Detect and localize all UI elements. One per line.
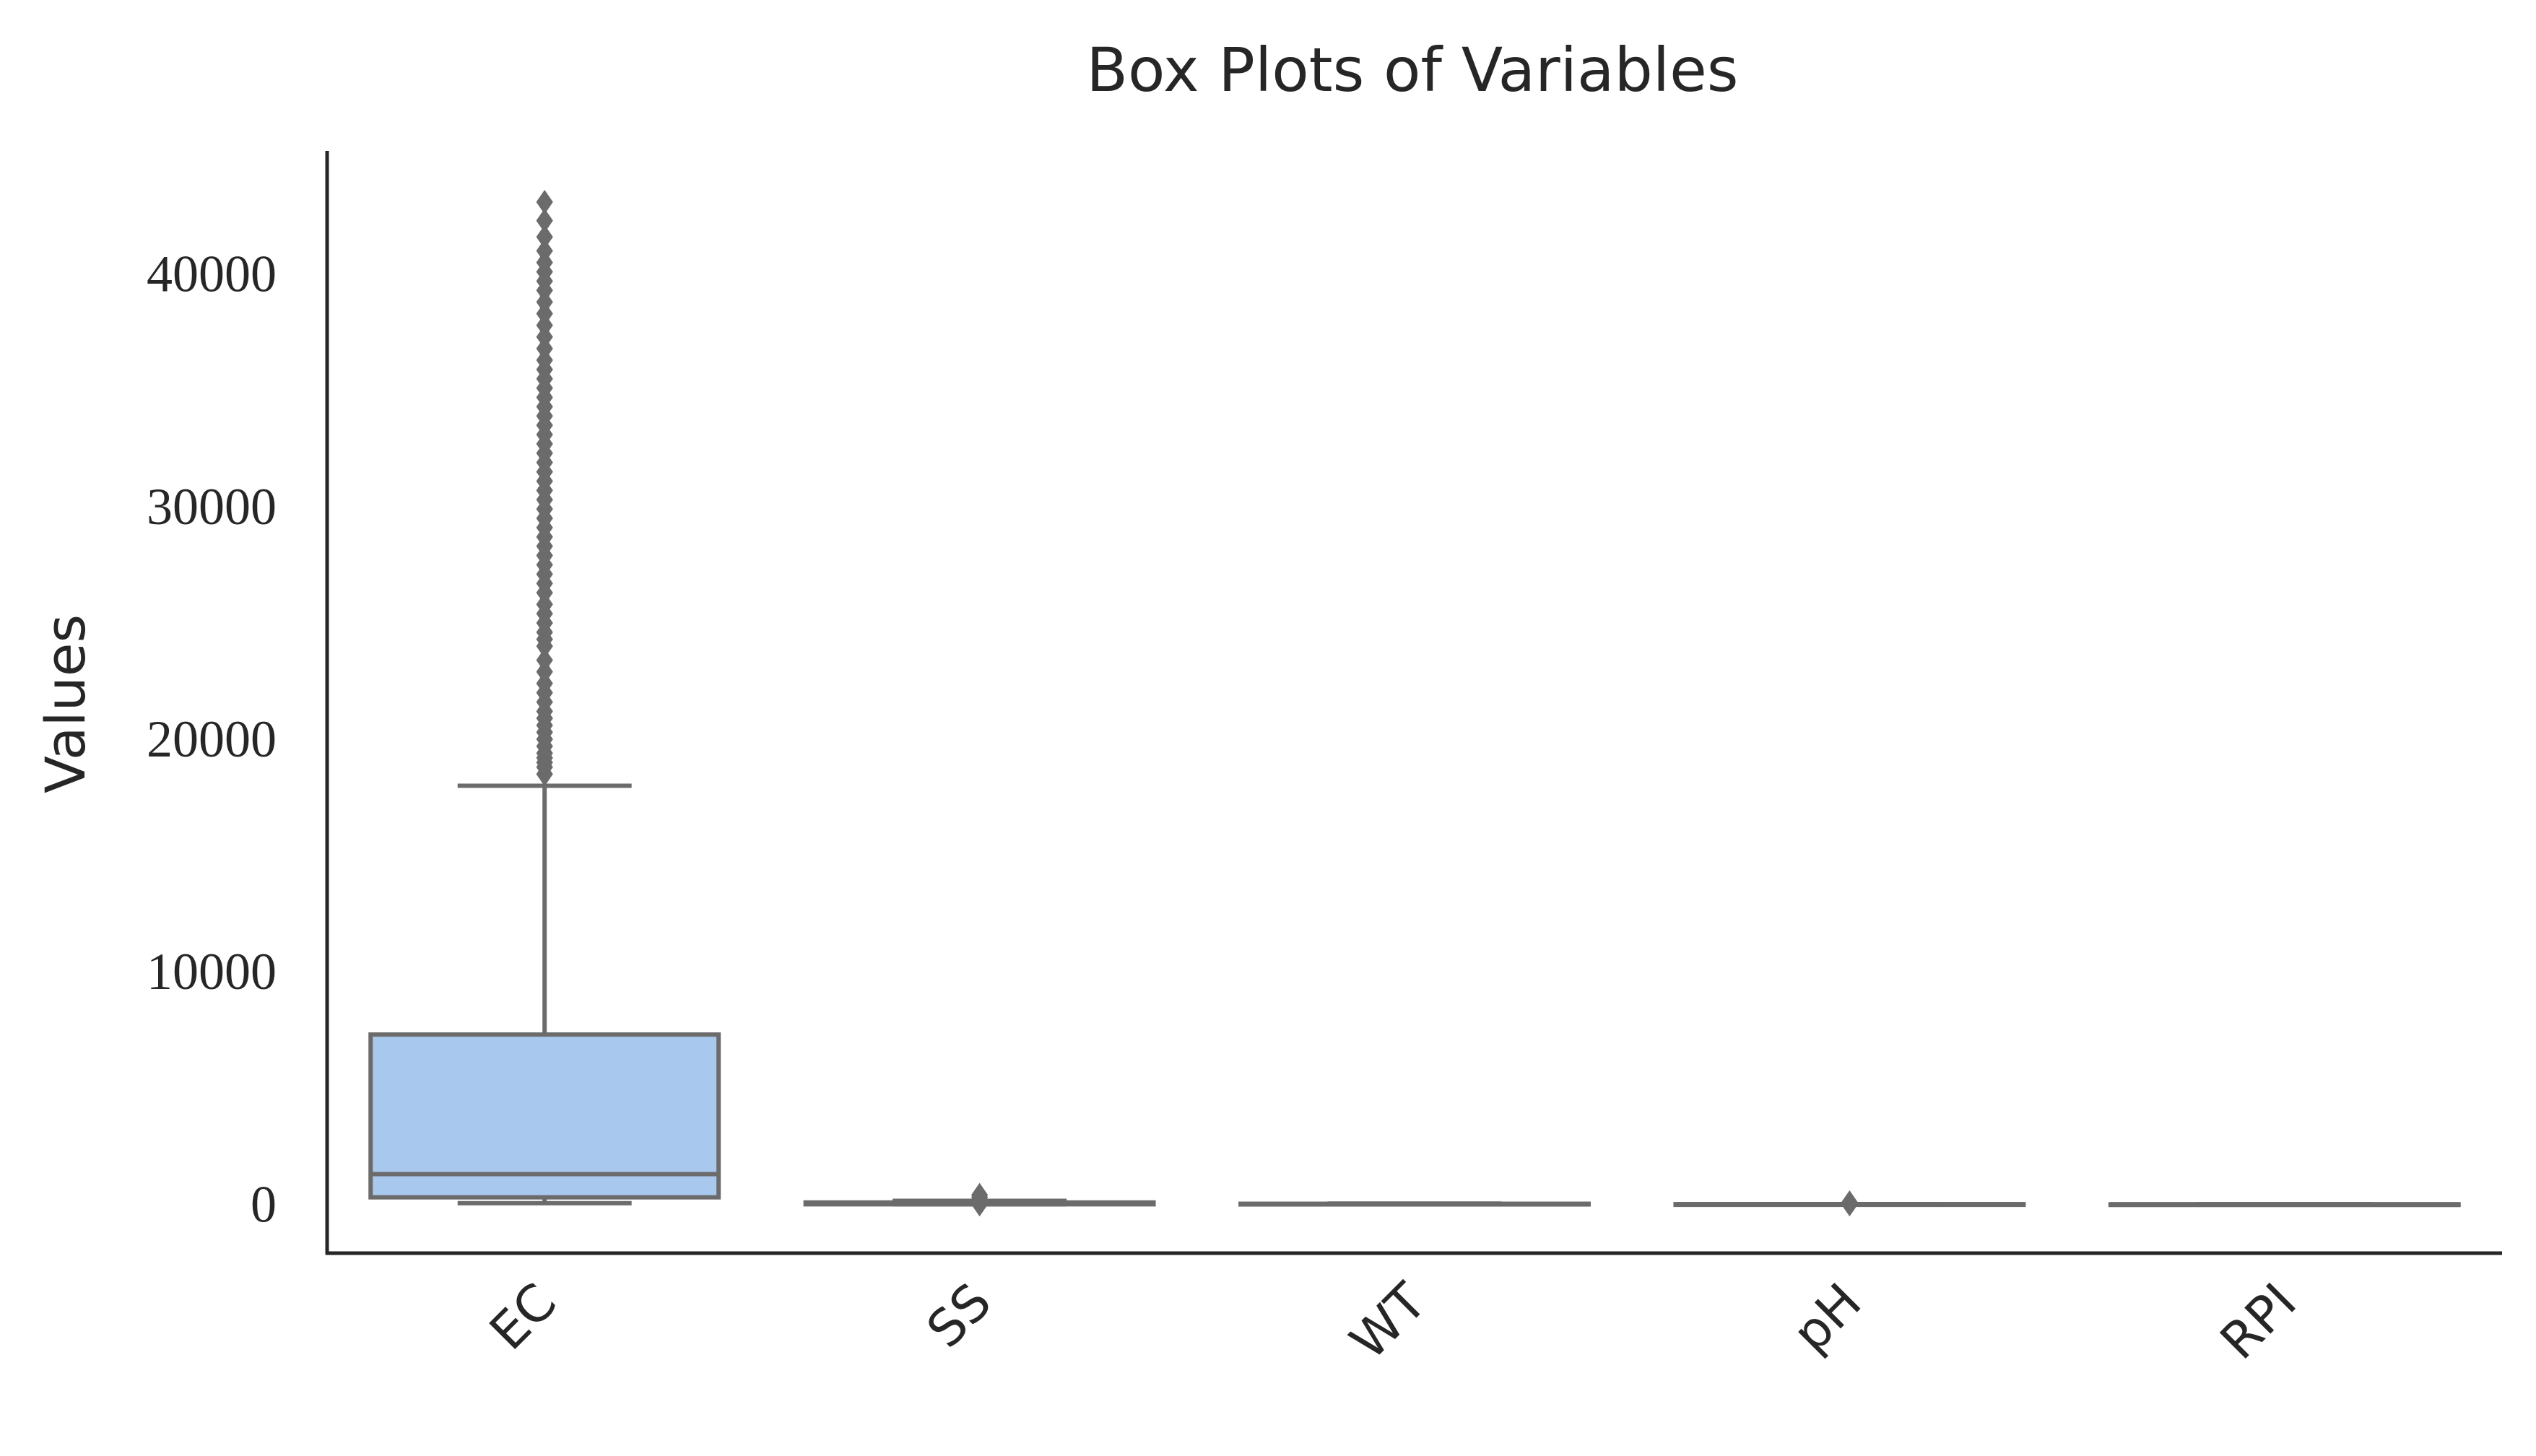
box-ph bbox=[1673, 1190, 2026, 1217]
y-tick-label: 20000 bbox=[147, 710, 277, 768]
box-plots bbox=[368, 190, 2461, 1217]
outlier-point bbox=[970, 1182, 989, 1208]
outlier-point bbox=[536, 190, 553, 214]
box-ec bbox=[368, 190, 721, 1206]
chart-title: Box Plots of Variables bbox=[1086, 35, 1738, 105]
y-axis-label: Values bbox=[33, 614, 97, 793]
outlier-point bbox=[536, 238, 553, 263]
box-ss bbox=[803, 1182, 1156, 1217]
outlier-point bbox=[536, 224, 553, 250]
y-tick-label: 10000 bbox=[147, 943, 277, 1001]
box-body bbox=[368, 1032, 721, 1200]
outlier-point bbox=[536, 648, 553, 673]
outlier-point bbox=[1841, 1190, 1859, 1215]
y-tick-label: 30000 bbox=[147, 478, 277, 536]
box-rpi bbox=[2108, 1202, 2461, 1208]
y-axis-ticks: 0 10000 20000 30000 40000 bbox=[147, 245, 277, 1234]
y-tick-label: 40000 bbox=[147, 245, 277, 303]
y-tick-label: 0 bbox=[251, 1175, 277, 1233]
outlier-point bbox=[536, 208, 553, 233]
box-wt bbox=[1238, 1201, 1591, 1207]
